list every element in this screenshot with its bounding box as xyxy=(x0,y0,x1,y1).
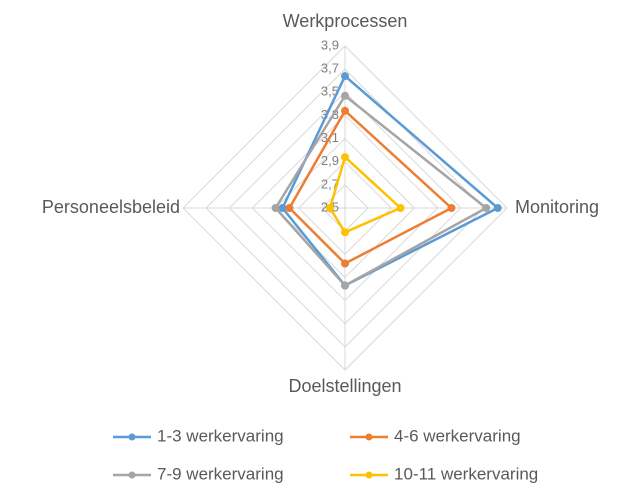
legend-label: 7-9 werkervaring xyxy=(157,464,284,483)
legend-marker xyxy=(365,471,373,479)
legend-label: 1-3 werkervaring xyxy=(157,426,284,445)
marker xyxy=(341,72,349,81)
marker xyxy=(278,204,287,212)
marker xyxy=(447,204,456,212)
legend-label: 4-6 werkervaring xyxy=(394,426,521,445)
series-line xyxy=(328,155,402,234)
legend-marker xyxy=(128,471,136,479)
marker xyxy=(341,153,349,162)
marker xyxy=(341,91,349,100)
marker xyxy=(482,204,491,212)
legend-marker xyxy=(128,433,136,441)
axis-label: Personeelsbeleid xyxy=(42,197,180,217)
y-tick-label: 3,7 xyxy=(321,61,339,76)
legend-label: 10-11 werkervaring xyxy=(394,464,538,483)
marker xyxy=(396,204,405,212)
y-tick-label: 2,7 xyxy=(321,176,339,191)
y-tick-label: 3,9 xyxy=(321,37,339,52)
marker xyxy=(341,281,349,290)
axis-label: Doelstellingen xyxy=(288,376,401,396)
y-tick-label: 3,5 xyxy=(321,84,339,99)
marker xyxy=(285,204,294,212)
marker xyxy=(341,106,349,115)
marker xyxy=(341,228,349,237)
marker xyxy=(493,204,502,212)
series-line xyxy=(281,74,499,287)
axis-label: Werkprocessen xyxy=(283,11,408,31)
marker xyxy=(271,204,280,212)
legend-marker xyxy=(365,433,373,441)
marker xyxy=(325,204,334,212)
axis-label: Monitoring xyxy=(515,197,599,217)
marker xyxy=(341,259,349,268)
y-tick-label: 2,9 xyxy=(321,153,339,168)
